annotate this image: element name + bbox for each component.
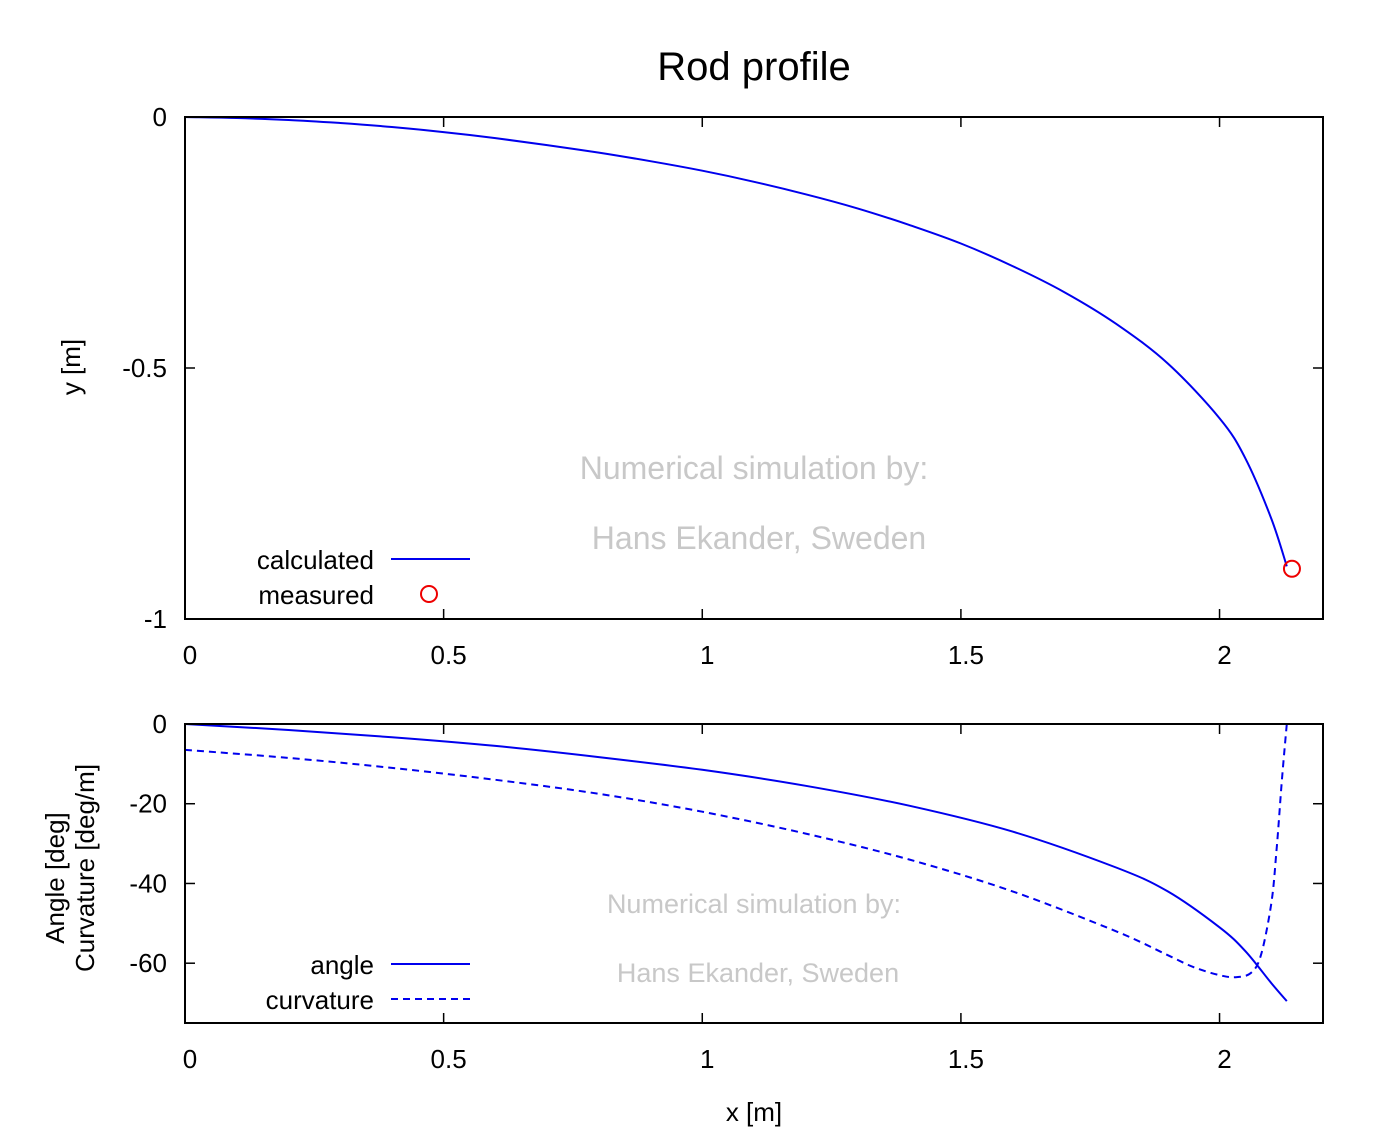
top-chart-panel: Numerical simulation by: Hans Ekander, S…	[56, 102, 1324, 670]
series-line-angle	[184, 723, 1288, 1002]
bottom-plot-frame	[184, 723, 1324, 1024]
top-watermark-line2: Hans Ekander, Sweden	[592, 520, 926, 556]
series-line-calculated	[184, 116, 1288, 567]
bottom-y-axis-label-curvature: Curvature [deg/m]	[70, 764, 100, 972]
y-tick-label: 0	[153, 102, 167, 132]
x-axis-label: x [m]	[726, 1097, 782, 1127]
bottom-watermark-line1: Numerical simulation by:	[607, 889, 901, 919]
y-tick-label: -20	[129, 789, 167, 819]
bottom-watermark-line2: Hans Ekander, Sweden	[617, 958, 899, 988]
x-tick-label: 1.5	[948, 1044, 984, 1074]
legend-label-angle: angle	[310, 950, 374, 980]
x-tick-label: 2	[1217, 1044, 1231, 1074]
top-watermark-line1: Numerical simulation by:	[580, 450, 929, 486]
y-tick-label: -60	[129, 948, 167, 978]
legend-label-curvature: curvature	[266, 985, 374, 1015]
data-point-measured	[1282, 559, 1301, 578]
legend-swatch-measured	[420, 585, 438, 603]
x-tick-label: 1	[700, 640, 714, 670]
y-tick-label: -40	[129, 868, 167, 898]
legend-label-calculated: calculated	[257, 545, 374, 575]
x-tick-label: 2	[1217, 640, 1231, 670]
legend-label-measured: measured	[258, 580, 374, 610]
figure-title: Rod profile	[657, 45, 850, 89]
x-tick-label: 0.5	[431, 640, 467, 670]
top-plot-frame	[184, 116, 1324, 620]
y-tick-label: -1	[144, 604, 167, 634]
bottom-legend: angle curvature	[266, 950, 470, 1015]
x-tick-label: 0	[183, 640, 197, 670]
y-tick-label: 0	[153, 709, 167, 739]
x-tick-label: 1.5	[948, 640, 984, 670]
bottom-chart-panel: Numerical simulation by: Hans Ekander, S…	[40, 709, 1324, 1074]
top-y-axis-label: y [m]	[56, 339, 86, 395]
series-line-curvature	[184, 723, 1288, 979]
top-legend: calculated measured	[257, 545, 470, 610]
y-tick-label: -0.5	[122, 353, 167, 383]
x-tick-label: 0	[183, 1044, 197, 1074]
x-tick-label: 0.5	[431, 1044, 467, 1074]
bottom-y-axis-label-angle: Angle [deg]	[40, 812, 70, 944]
x-tick-label: 1	[700, 1044, 714, 1074]
